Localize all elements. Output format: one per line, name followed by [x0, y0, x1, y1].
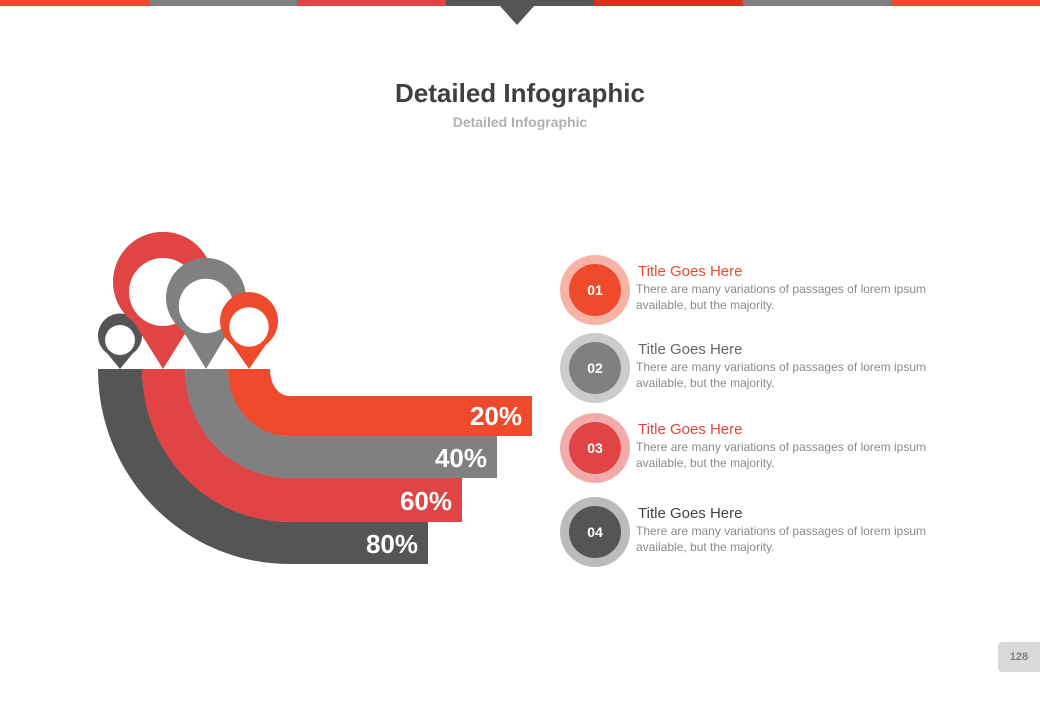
number-ring: 04	[560, 497, 630, 567]
number-badge: 01	[569, 264, 621, 316]
top-bar-segment	[891, 0, 1040, 6]
band-label: 80%	[366, 529, 418, 559]
item-title: Title Goes Here	[638, 263, 743, 280]
top-bar-segment	[742, 0, 892, 6]
band-label: 20%	[470, 401, 522, 431]
list-item-03: 03 Title Goes Here There are many variat…	[560, 413, 940, 483]
item-description: There are many variations of passages of…	[636, 282, 926, 312]
band-label: 40%	[435, 443, 487, 473]
number-badge: 02	[569, 342, 621, 394]
band-60-percent	[142, 369, 462, 522]
top-bar-segment	[297, 0, 446, 6]
list-item-01: 01 Title Goes Here There are many variat…	[560, 255, 940, 325]
item-title: Title Goes Here	[638, 421, 743, 438]
item-title: Title Goes Here	[638, 505, 743, 522]
map-pin-icon	[166, 257, 247, 369]
item-description: There are many variations of passages of…	[636, 440, 926, 470]
page-number: 128	[998, 642, 1040, 672]
band-40-percent	[185, 369, 497, 478]
page-subtitle: Detailed Infographic	[452, 114, 588, 130]
page-title: Detailed Infographic	[395, 78, 645, 108]
top-notch-indicator	[499, 5, 535, 25]
number-ring: 03	[560, 413, 630, 483]
band-80-percent	[98, 369, 428, 564]
list-item-04: 04 Title Goes Here There are many variat…	[560, 497, 940, 567]
item-title: Title Goes Here	[638, 341, 743, 358]
map-pin-icon	[219, 292, 278, 369]
top-color-bar	[0, 0, 1040, 6]
list-item-02: 02 Title Goes Here There are many variat…	[560, 333, 940, 403]
number-badge: 04	[569, 506, 621, 558]
number-badge: 03	[569, 422, 621, 474]
number-ring: 01	[560, 255, 630, 325]
top-bar-segment	[445, 0, 595, 6]
top-bar-segment	[0, 0, 149, 6]
item-description: There are many variations of passages of…	[636, 524, 926, 554]
top-bar-segment	[148, 0, 298, 6]
map-pin-icon	[98, 313, 143, 369]
item-description: There are many variations of passages of…	[636, 360, 926, 390]
band-20-percent	[228, 369, 532, 436]
band-label: 60%	[400, 486, 452, 516]
top-bar-segment	[594, 0, 743, 6]
number-ring: 02	[560, 333, 630, 403]
